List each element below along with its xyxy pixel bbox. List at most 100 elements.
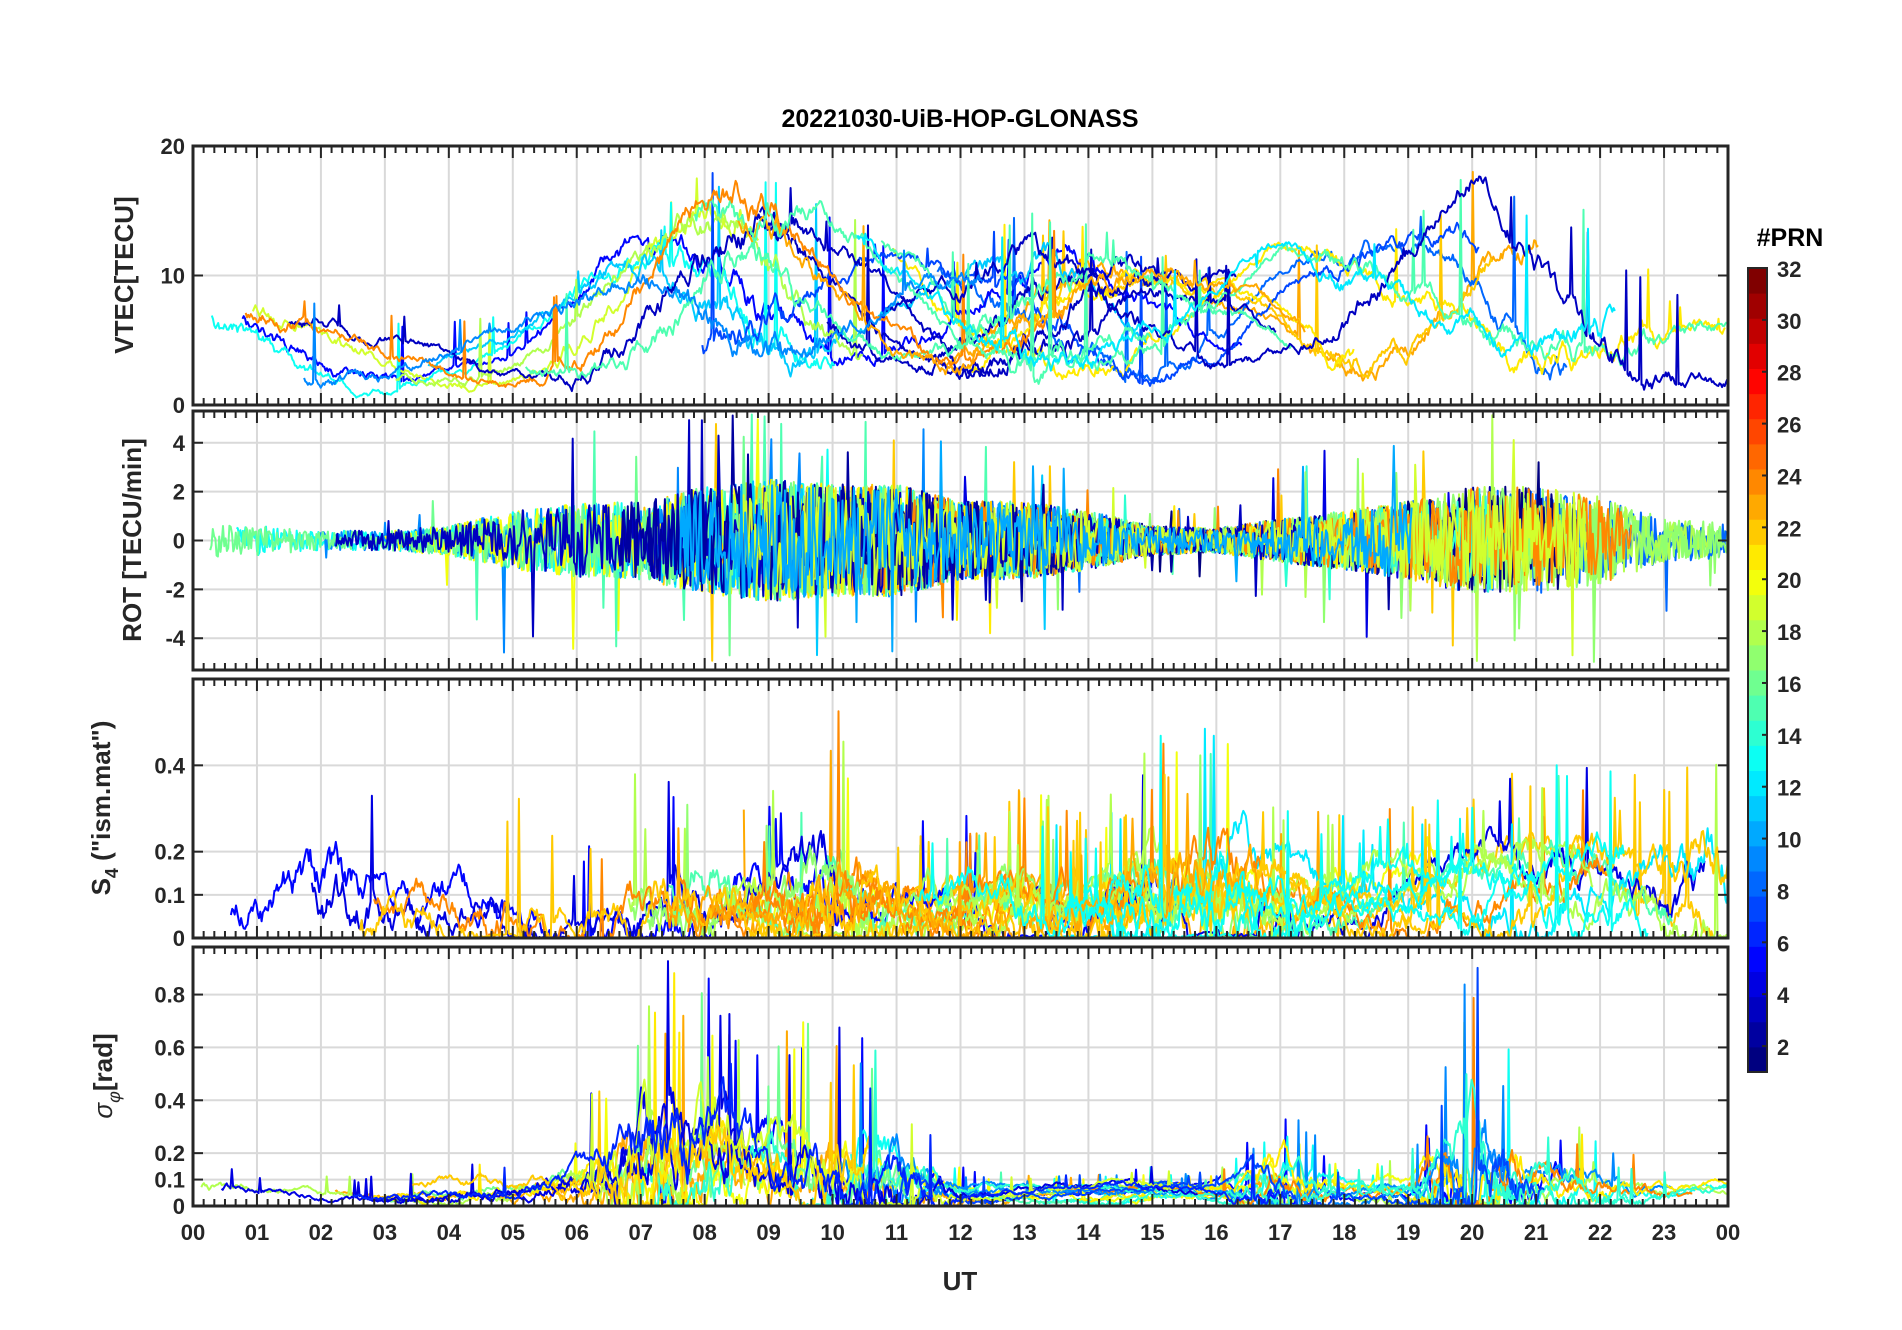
colorbar-segment: [1748, 770, 1767, 797]
colorbar-segment: [1748, 745, 1767, 771]
colorbar-label: #PRN: [1757, 224, 1824, 252]
colorbar-segment: [1748, 393, 1767, 420]
y-tick-label: 2: [173, 480, 185, 505]
colorbar-segment: [1748, 569, 1767, 596]
colorbar-tick-label: 6: [1777, 931, 1789, 956]
colorbar-segment: [1748, 670, 1767, 696]
colorbar-tick-label: 16: [1777, 672, 1801, 697]
colorbar-segment: [1748, 443, 1767, 470]
rot-y-ticks: -4 -2 0 2 4: [165, 431, 1728, 651]
colorbar-tick-label: 14: [1777, 724, 1802, 749]
sigma-phi-y-label-unit: [rad]: [88, 1033, 118, 1091]
y-tick-label: 0: [173, 926, 185, 951]
vtec-y-label: VTEC[TECU]: [109, 196, 139, 353]
colorbar-segment: [1748, 519, 1767, 545]
x-tick-label: 10: [820, 1220, 844, 1245]
panel-sigma-phi: 00.10.2 0.4 0.6 0.8 σφ[rad]: [88, 945, 1730, 1219]
panel-vtec: 0 10 20 VTEC[TECU]: [109, 134, 1730, 418]
s4-y-label-unit: ("ism.mat"): [86, 721, 116, 868]
colorbar-segment: [1748, 318, 1767, 344]
series-line: [737, 215, 1306, 376]
rot-series: [209, 413, 1728, 663]
series-line: [1069, 1078, 1728, 1206]
y-tick-label: 0.4: [154, 753, 185, 778]
colorbar-segment: [1748, 293, 1767, 319]
y-tick-label: 0.4: [154, 1088, 185, 1113]
colorbar-segment: [1748, 619, 1767, 646]
s4-minor-ticks: [192, 679, 1729, 938]
y-tick-label: -2: [165, 577, 185, 602]
x-tick-label: 11: [885, 1220, 908, 1245]
colorbar-segment: [1748, 418, 1767, 445]
s4-y-label-subscript: 4: [102, 868, 122, 878]
colorbar-tick-label: 10: [1777, 828, 1801, 853]
colorbar-segment: [1748, 921, 1767, 947]
colorbar-segment: [1748, 946, 1767, 972]
x-tick-labels: 00 01 02 03 04 05 06 07 08 09 10 11 12 13 14 15 16 17 18 19…: [181, 1220, 1740, 1245]
y-tick-label: 0: [173, 1194, 185, 1219]
series-line: [352, 1062, 1285, 1206]
x-tick-label: 03: [373, 1220, 397, 1245]
sigma-phi-minor-ticks: [192, 947, 1729, 1206]
x-tick-label: 16: [1204, 1220, 1228, 1245]
colorbar-segment: [1748, 469, 1767, 495]
colorbar-segment: [1748, 795, 1767, 822]
colorbar-tick-label: 24: [1777, 464, 1802, 489]
colorbar-segment: [1748, 368, 1767, 395]
series-line: [395, 211, 864, 387]
series-line: [303, 249, 983, 389]
colorbar-segment: [1748, 594, 1767, 621]
colorbar-tick-label: 26: [1777, 413, 1801, 438]
y-tick-label: 20: [161, 134, 185, 159]
panel-s4: 0 0.1 0.2 0.4 S4 ("ism.mat"): [86, 677, 1730, 951]
colorbar-tick-label: 28: [1777, 361, 1801, 386]
colorbar-segments: [1748, 268, 1767, 1073]
x-tick-label: 08: [692, 1220, 716, 1245]
x-tick-label: 15: [1140, 1220, 1164, 1245]
x-tick-label: 02: [309, 1220, 333, 1245]
s4-y-label-main: S: [86, 878, 116, 895]
colorbar-segment: [1748, 971, 1767, 998]
colorbar-segment: [1748, 268, 1767, 294]
x-tick-label: 13: [1012, 1220, 1036, 1245]
rot-minor-ticks: [192, 411, 1729, 670]
colorbar-tick-label: 18: [1777, 620, 1801, 645]
colorbar-tick-label: 12: [1777, 776, 1801, 801]
rot-y-label: ROT [TECU/min]: [117, 438, 147, 642]
y-tick-label: 0: [173, 529, 185, 554]
colorbar-box: [1747, 267, 1768, 1073]
colorbar-segment: [1748, 845, 1767, 872]
x-tick-label: 21: [1524, 1220, 1548, 1245]
x-tick-label: 18: [1332, 1220, 1356, 1245]
series-line: [251, 177, 760, 393]
colorbar-segment: [1748, 494, 1767, 520]
series-line: [856, 214, 1616, 372]
series-line: [241, 216, 1243, 383]
y-tick-label: 4: [173, 431, 186, 456]
colorbar-segment: [1748, 820, 1767, 847]
y-tick-label: -4: [165, 626, 185, 651]
x-tick-label: 12: [948, 1220, 972, 1245]
s4-y-label: S4 ("ism.mat"): [86, 721, 122, 896]
x-tick-label: 04: [437, 1220, 462, 1245]
x-tick-label: 14: [1076, 1220, 1101, 1245]
colorbar-tick-label: 4: [1777, 983, 1790, 1008]
colorbar-segment: [1748, 1021, 1767, 1048]
x-tick-label: 17: [1268, 1220, 1292, 1245]
x-tick-label: 19: [1396, 1220, 1420, 1245]
series-line: [918, 764, 1649, 938]
x-tick-label: 22: [1588, 1220, 1612, 1245]
sigma-phi-series: [200, 960, 1728, 1206]
colorbar-segment: [1748, 1046, 1767, 1073]
colorbar-segment: [1748, 644, 1767, 671]
x-tick-label: 07: [628, 1220, 652, 1245]
y-tick-label: 10: [161, 264, 185, 289]
x-tick-label: 06: [565, 1220, 589, 1245]
sigma-phi-y-label-subscript: φ: [104, 1091, 124, 1103]
sigma-phi-y-ticks: 00.10.2 0.4 0.6 0.8: [154, 983, 1728, 1219]
colorbar-segment: [1748, 695, 1767, 721]
vtec-series: [210, 170, 1728, 399]
